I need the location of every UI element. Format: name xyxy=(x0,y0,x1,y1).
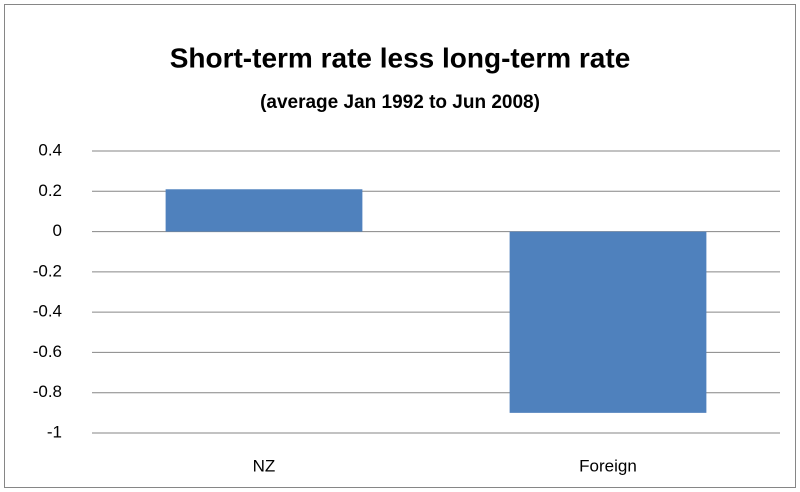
bar xyxy=(509,231,707,413)
y-tick-label: -0.8 xyxy=(33,382,62,401)
y-tick-label: -0.6 xyxy=(33,342,62,361)
chart-subtitle: (average Jan 1992 to Jun 2008) xyxy=(260,92,540,113)
y-tick-label: 0.2 xyxy=(38,181,62,200)
y-tick-label: 0.4 xyxy=(38,140,62,159)
chart-title: Short-term rate less long-term rate xyxy=(170,42,631,73)
x-tick-label: Foreign xyxy=(579,456,637,475)
y-tick-label: 0 xyxy=(53,221,62,240)
y-tick-label: -0.2 xyxy=(33,261,62,280)
y-tick-label: -1 xyxy=(47,422,62,441)
bar xyxy=(165,189,363,232)
y-tick-label: -0.4 xyxy=(33,302,62,321)
x-tick-label: NZ xyxy=(253,456,276,475)
